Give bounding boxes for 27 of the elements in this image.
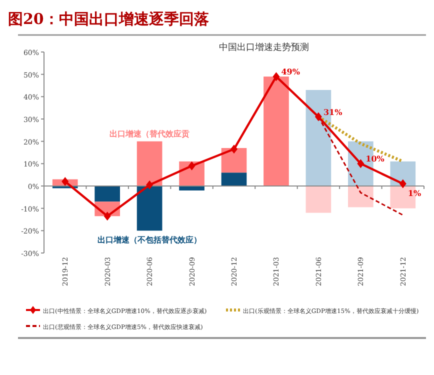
point — [146, 180, 154, 190]
point — [357, 159, 364, 168]
series-label: 出口增速（不包括替代效应） — [98, 234, 202, 245]
point — [399, 179, 406, 188]
data-label: 1% — [408, 188, 422, 198]
point — [188, 161, 196, 170]
chart-title: 图20：中国出口增速逐季回落 — [8, 10, 210, 28]
point — [62, 177, 69, 186]
chart-subtitle: 中国出口增速走势预测 — [219, 42, 309, 53]
bar — [221, 172, 247, 186]
point — [314, 112, 322, 122]
bar — [179, 186, 204, 190]
bar — [390, 161, 416, 186]
data-label: 31% — [323, 106, 343, 117]
bar — [348, 186, 374, 208]
point — [104, 212, 111, 221]
data-label: 10% — [366, 154, 385, 164]
data-label: 49% — [281, 66, 300, 77]
bar — [136, 186, 162, 231]
bar — [306, 186, 332, 213]
series-label: 出口增速（替代效应贡 — [110, 128, 190, 138]
bar — [94, 186, 120, 202]
point — [230, 144, 238, 154]
bar — [264, 76, 289, 186]
bar — [136, 141, 162, 186]
point — [272, 72, 280, 82]
bar — [221, 148, 247, 173]
